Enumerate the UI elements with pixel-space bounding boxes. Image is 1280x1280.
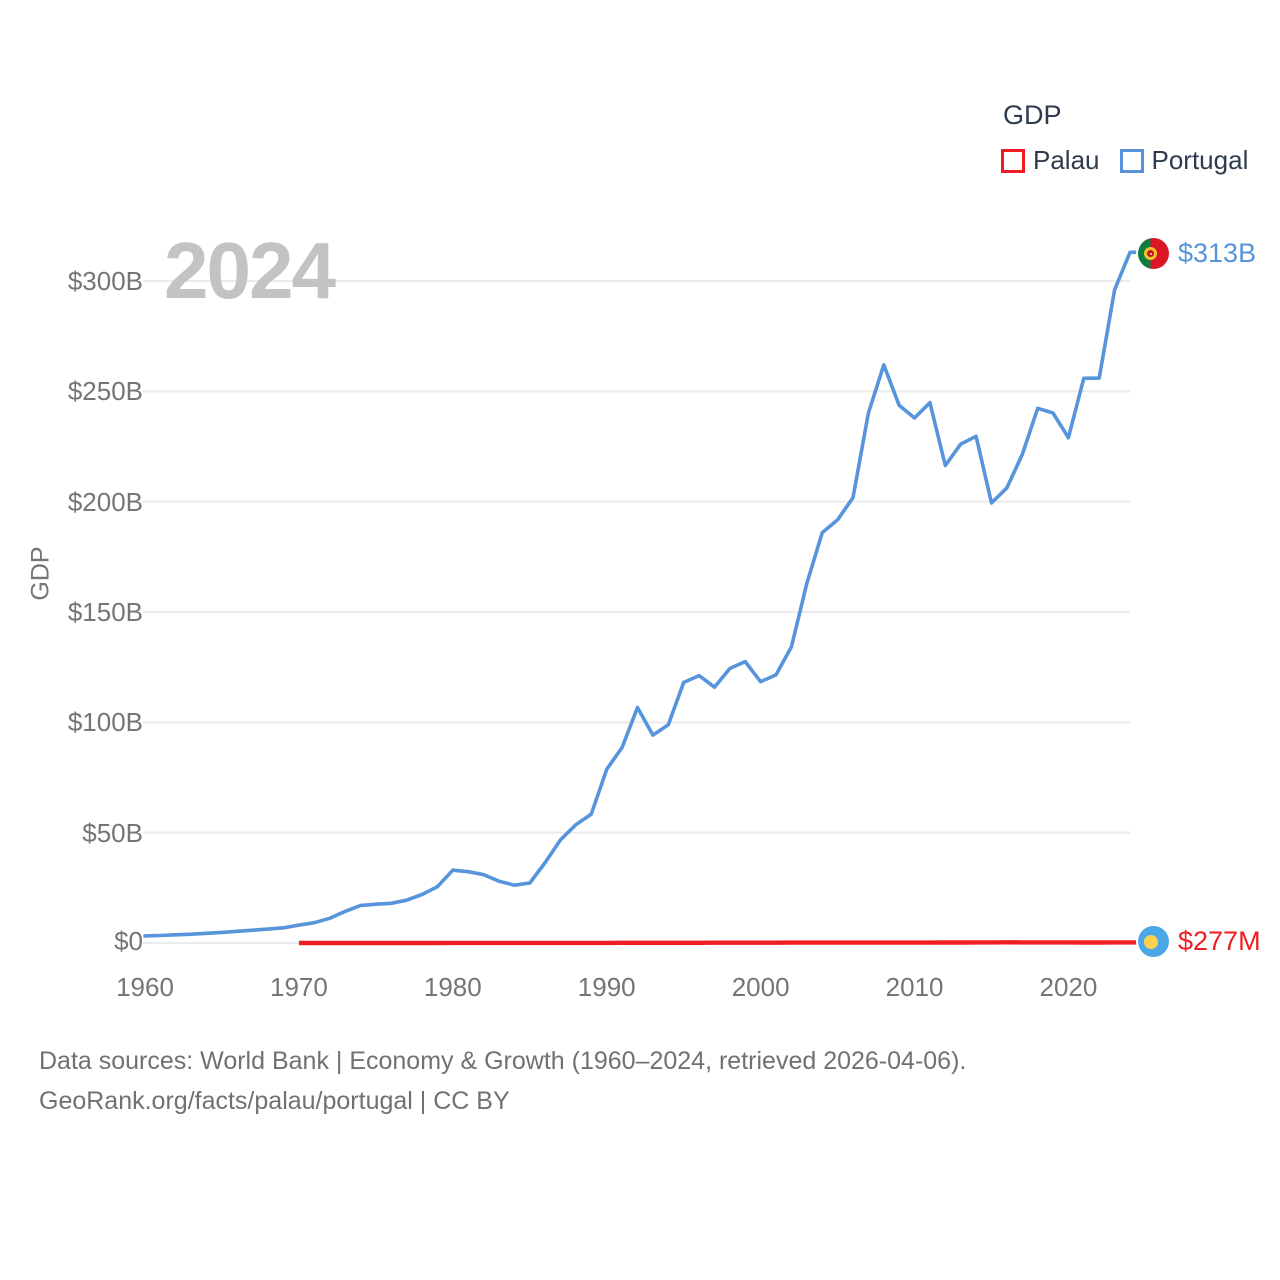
legend-items: Palau Portugal [1001,145,1248,176]
palau-flag-moon [1144,934,1158,949]
y-tick-label: $200B [67,486,143,517]
legend-swatch-palau [1001,148,1025,173]
portugal-flag-icon [1138,238,1169,269]
y-tick-label: $100B [67,707,143,738]
x-tick-label: 2000 [731,972,790,1002]
y-tick-label: $150B [67,597,143,627]
portugal-end-value: $313B [1178,238,1257,268]
x-tick-label: 1970 [269,972,328,1002]
footer-attribution: GeoRank.org/facts/palau/portugal | CC BY [39,1087,510,1115]
y-tick-label: $250B [67,376,143,407]
palau-line [298,940,1137,946]
palau-flag-icon [1138,926,1169,957]
x-tick-label: 2020 [1039,972,1098,1002]
palau-end-label: $277M [1138,926,1261,957]
y-tick-label: $300B [67,266,143,296]
legend-item-palau[interactable]: Palau [1001,145,1100,176]
portugal-flag-emblem-dot [1149,252,1152,255]
y-tick-label: $50B [82,817,143,848]
legend-item-label: Portugal [1151,145,1249,175]
legend-title: GDP [1003,100,1062,130]
footer: Data sources: World Bank | Economy & Gro… [39,1046,966,1126]
legend-item-portugal[interactable]: Portugal [1119,145,1249,176]
portugal-line [143,250,1141,938]
x-tick-label: 1990 [577,972,636,1002]
legend-swatch-portugal [1119,148,1144,173]
palau-end-value: $277M [1178,926,1261,956]
y-tick-label: $0 [114,926,143,956]
x-tick-label: 1980 [423,972,482,1002]
footer-sources: Data sources: World Bank | Economy & Gro… [39,1047,967,1075]
x-tick-label: 2010 [885,972,944,1002]
x-tick-label: 1960 [116,972,174,1002]
legend-item-label: Palau [1033,145,1100,175]
watermark-year: 2024 [164,226,336,315]
legend: GDP Palau Portugal [1001,100,1248,176]
portugal-end-label: $313B [1138,238,1256,269]
